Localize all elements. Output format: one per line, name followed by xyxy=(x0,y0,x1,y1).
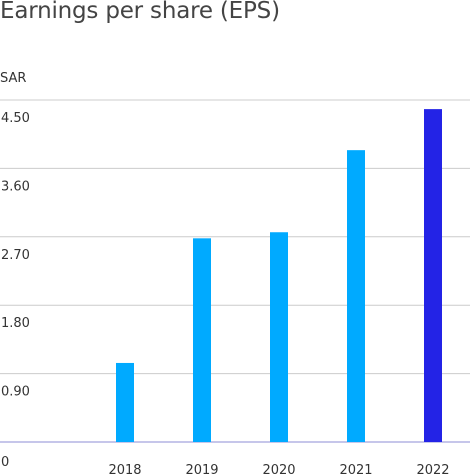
x-tick-label-2021: 2021 xyxy=(339,463,372,476)
y-tick-label: 3.60 xyxy=(1,179,30,194)
y-tick-label: 0 xyxy=(1,455,9,470)
y-tick-label: 0.90 xyxy=(1,385,30,400)
y-tick-label: 4.50 xyxy=(1,111,30,126)
x-tick-label-2020: 2020 xyxy=(262,463,295,476)
chart-title: Earnings per share (EPS) xyxy=(0,0,280,24)
bar-layer xyxy=(116,109,442,443)
bar-2018 xyxy=(116,362,134,442)
x-tick-label-2019: 2019 xyxy=(185,463,218,476)
x-tick-label-2022: 2022 xyxy=(416,463,449,476)
y-tick-label: 2.70 xyxy=(1,248,30,263)
label-layer: 0 0.90 1.80 2.70 3.60 4.50 2018 2019 2020 2021 202… xyxy=(1,111,450,476)
bar-2022 xyxy=(424,109,442,443)
bar-2021 xyxy=(347,150,365,442)
unit-label: SAR xyxy=(0,71,26,86)
bar-2020 xyxy=(270,232,288,442)
x-tick-label-2018: 2018 xyxy=(108,463,141,476)
grid-layer xyxy=(0,99,470,443)
bar-2019 xyxy=(193,238,211,442)
y-tick-label: 1.80 xyxy=(1,316,30,331)
